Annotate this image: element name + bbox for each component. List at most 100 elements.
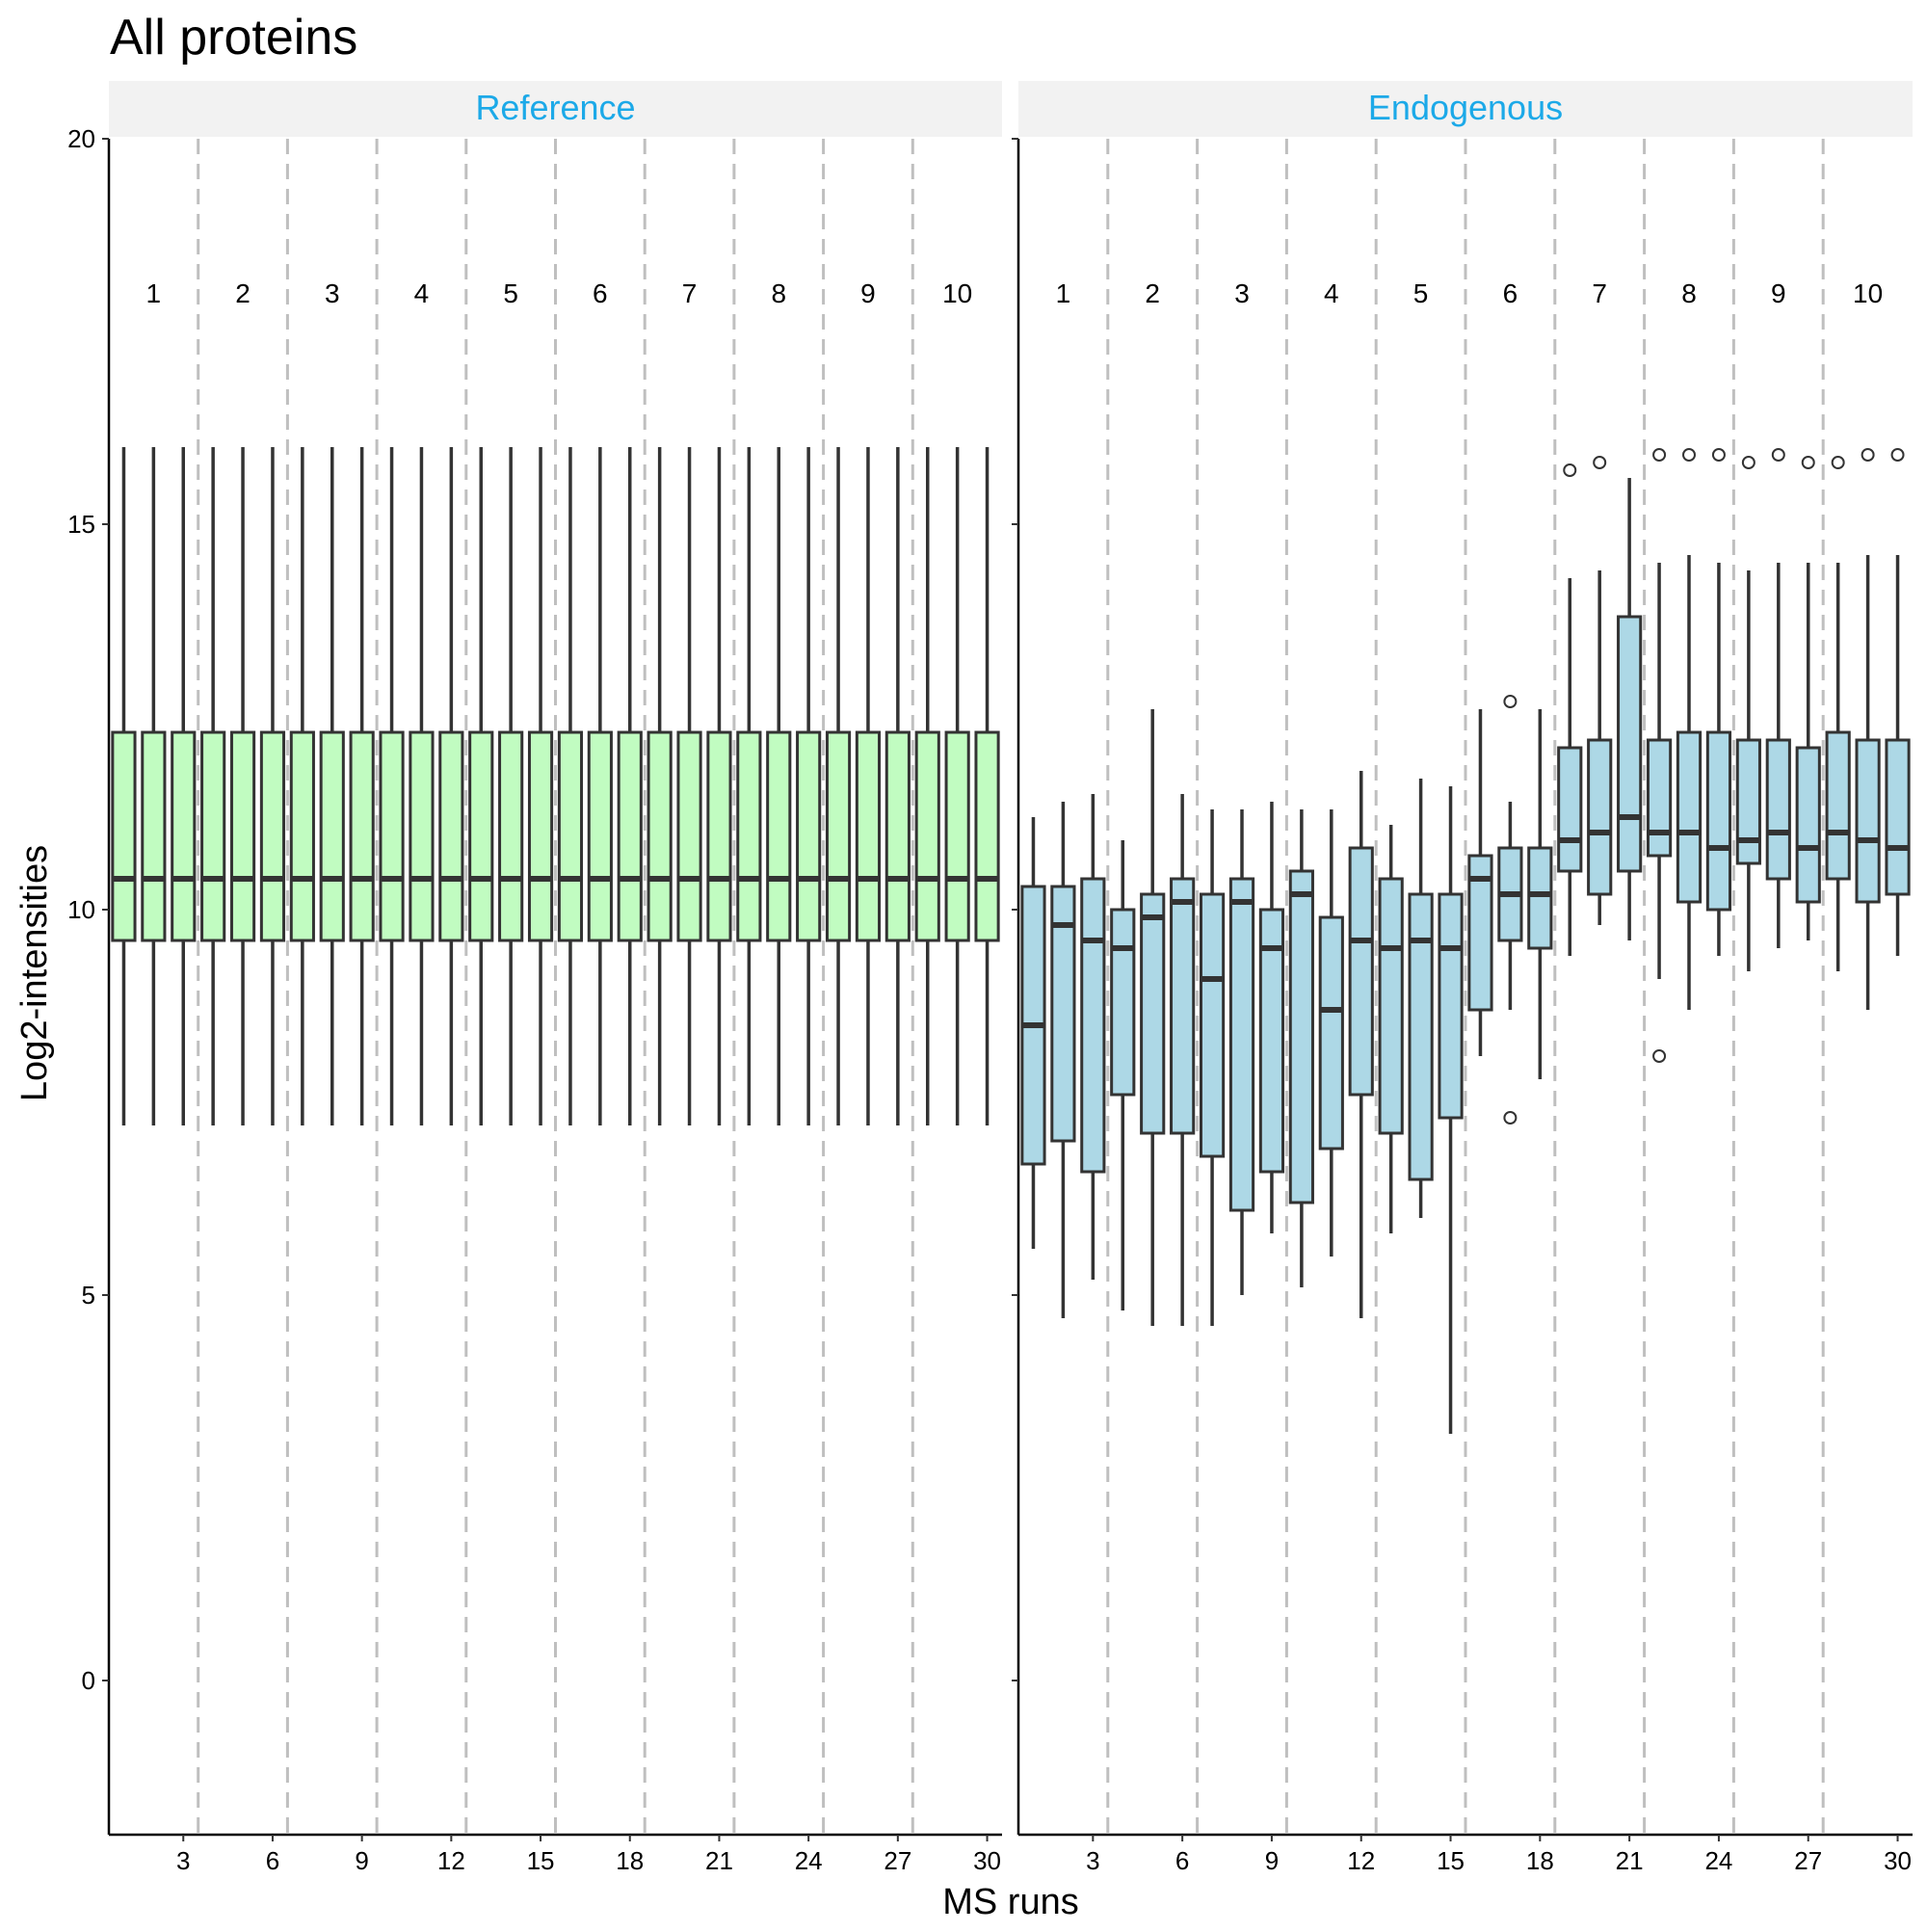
box-iqr bbox=[498, 730, 524, 942]
strip-label-reference: Reference bbox=[475, 88, 635, 127]
outlier-point bbox=[1682, 448, 1696, 462]
box-run-13 bbox=[468, 447, 494, 1125]
box-run-15 bbox=[527, 447, 554, 1125]
box-run-30 bbox=[1885, 448, 1911, 956]
x-tick-label: 3 bbox=[1086, 1846, 1099, 1875]
box-iqr bbox=[438, 730, 464, 942]
box-run-15 bbox=[1438, 786, 1464, 1434]
box-iqr bbox=[200, 730, 226, 942]
box-run-22 bbox=[736, 447, 762, 1125]
outlier-point bbox=[1652, 448, 1667, 462]
box-run-3 bbox=[171, 447, 197, 1125]
group-label: 1 bbox=[1056, 278, 1071, 308]
box-iqr bbox=[1140, 892, 1166, 1135]
box-iqr bbox=[1348, 846, 1374, 1097]
box-run-13 bbox=[1378, 825, 1404, 1233]
x-tick-label: 21 bbox=[1616, 1846, 1644, 1875]
box-iqr bbox=[855, 730, 882, 942]
box-run-24 bbox=[1705, 448, 1732, 956]
box-run-1 bbox=[111, 447, 137, 1125]
box-iqr bbox=[1617, 615, 1643, 873]
box-run-23 bbox=[766, 447, 792, 1125]
outlier-point bbox=[1593, 456, 1607, 469]
box-run-22 bbox=[1646, 448, 1673, 1063]
box-run-28 bbox=[1825, 456, 1851, 971]
box-run-8 bbox=[1228, 809, 1255, 1295]
box-run-17 bbox=[1497, 695, 1523, 1125]
box-run-26 bbox=[1765, 448, 1791, 948]
box-iqr bbox=[1885, 738, 1911, 896]
box-run-25 bbox=[1735, 456, 1761, 971]
box-iqr bbox=[1705, 730, 1732, 912]
x-tick-label: 3 bbox=[176, 1846, 190, 1875]
strip-label-endogenous: Endogenous bbox=[1368, 88, 1563, 127]
box-iqr bbox=[1765, 738, 1791, 881]
box-run-19 bbox=[1557, 463, 1583, 956]
box-iqr bbox=[944, 730, 970, 942]
group-label: 2 bbox=[1145, 278, 1160, 308]
y-tick-label: 10 bbox=[67, 895, 95, 924]
box-iqr bbox=[1199, 892, 1226, 1158]
box-run-5 bbox=[229, 447, 256, 1125]
x-tick-label: 9 bbox=[1265, 1846, 1279, 1875]
outlier-point bbox=[1711, 448, 1726, 462]
box-run-30 bbox=[974, 447, 1000, 1125]
box-iqr bbox=[1676, 730, 1703, 904]
box-run-4 bbox=[200, 447, 226, 1125]
x-tick-label: 27 bbox=[884, 1846, 911, 1875]
box-iqr bbox=[1646, 738, 1673, 858]
box-iqr bbox=[914, 730, 940, 942]
x-tick-label: 30 bbox=[1884, 1846, 1912, 1875]
box-run-20 bbox=[676, 447, 702, 1125]
box-run-18 bbox=[1527, 709, 1553, 1079]
x-tick-label: 12 bbox=[1347, 1846, 1375, 1875]
box-iqr bbox=[259, 730, 286, 942]
x-tick-label: 21 bbox=[705, 1846, 733, 1875]
box-iqr bbox=[289, 730, 315, 942]
box-run-5 bbox=[1140, 709, 1166, 1326]
x-tick-label: 24 bbox=[1704, 1846, 1732, 1875]
x-tick-label: 12 bbox=[437, 1846, 465, 1875]
group-label: 10 bbox=[1853, 278, 1883, 308]
box-iqr bbox=[1557, 746, 1583, 873]
strip-background bbox=[109, 81, 1002, 137]
outlier-point bbox=[1861, 448, 1875, 462]
x-tick-label: 15 bbox=[1437, 1846, 1465, 1875]
box-run-21 bbox=[1617, 478, 1643, 940]
group-label: 4 bbox=[414, 278, 430, 308]
box-iqr bbox=[796, 730, 822, 942]
group-label: 2 bbox=[235, 278, 251, 308]
outlier-point bbox=[1741, 456, 1755, 469]
box-iqr bbox=[1587, 738, 1613, 896]
x-tick-label: 18 bbox=[1526, 1846, 1554, 1875]
box-run-27 bbox=[884, 447, 911, 1125]
group-label: 1 bbox=[146, 278, 162, 308]
box-run-16 bbox=[1467, 709, 1493, 1056]
box-iqr bbox=[1080, 877, 1106, 1174]
box-iqr bbox=[587, 730, 613, 942]
box-run-12 bbox=[1348, 771, 1374, 1318]
box-iqr bbox=[1795, 746, 1821, 904]
box-run-18 bbox=[617, 447, 643, 1125]
x-tick-label: 6 bbox=[266, 1846, 279, 1875]
group-label: 6 bbox=[593, 278, 608, 308]
box-run-8 bbox=[319, 447, 345, 1125]
box-iqr bbox=[319, 730, 345, 942]
group-label: 9 bbox=[860, 278, 876, 308]
group-label: 10 bbox=[942, 278, 972, 308]
box-iqr bbox=[349, 730, 375, 942]
box-iqr bbox=[766, 730, 792, 942]
box-iqr bbox=[468, 730, 494, 942]
y-tick-label: 0 bbox=[82, 1666, 95, 1695]
box-iqr bbox=[617, 730, 643, 942]
box-iqr bbox=[1855, 738, 1881, 904]
box-run-14 bbox=[1408, 779, 1434, 1218]
box-iqr bbox=[1467, 854, 1493, 1012]
box-iqr bbox=[1527, 846, 1553, 950]
box-run-11 bbox=[409, 447, 435, 1125]
box-iqr bbox=[736, 730, 762, 942]
